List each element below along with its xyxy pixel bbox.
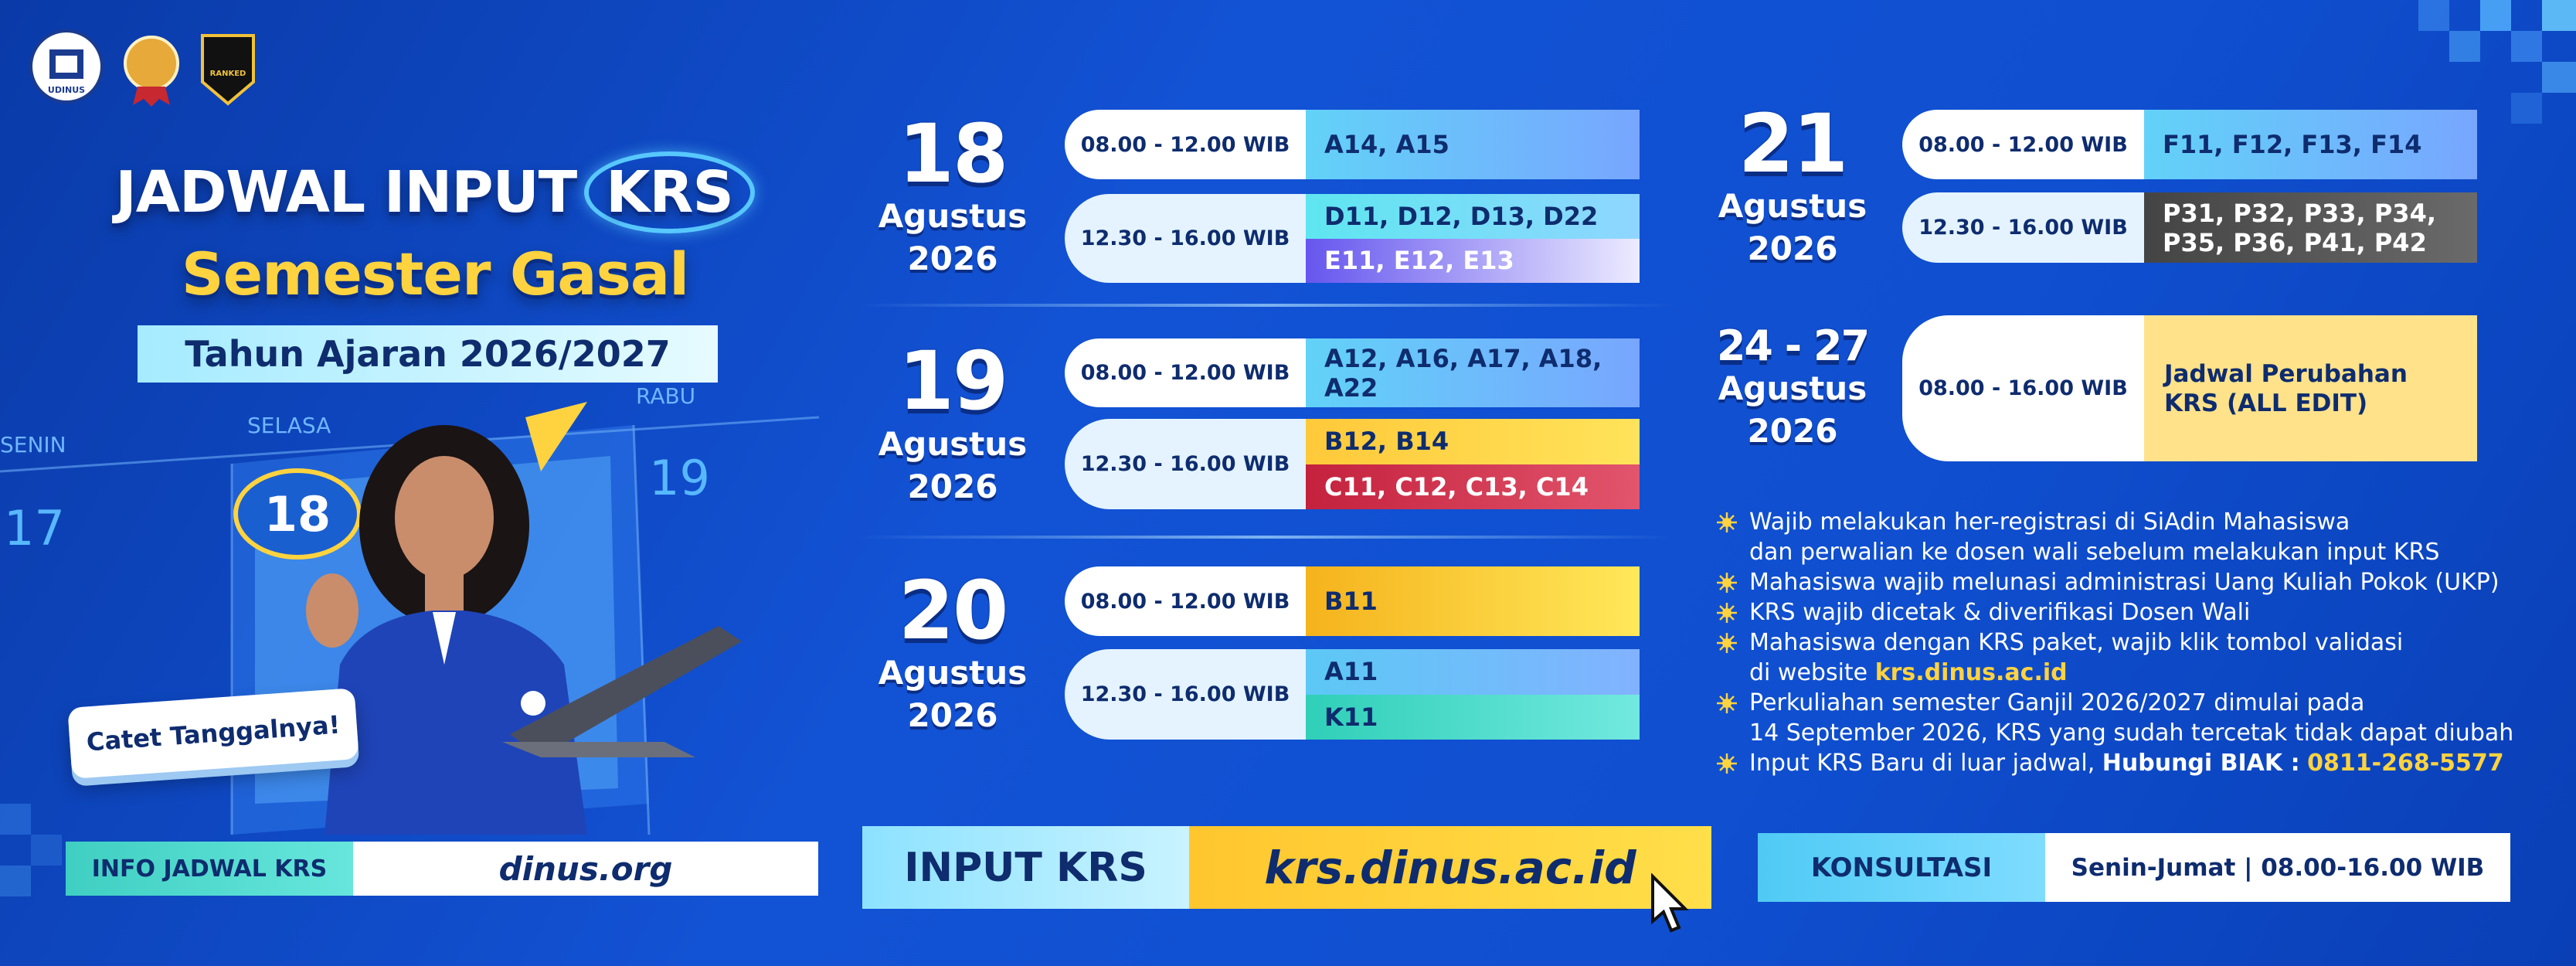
group-cell: B12, B14 bbox=[1306, 419, 1640, 464]
date-year: 2026 bbox=[907, 240, 998, 278]
date-year: 2026 bbox=[1747, 230, 1838, 268]
bullet bbox=[1717, 603, 1737, 623]
note-text: KRS wajib dicetak & diverifikasi Dosen W… bbox=[1749, 599, 2251, 626]
note-text: Mahasiswa wajib melunasi administrasi Ua… bbox=[1749, 569, 2500, 596]
date-month: Agustus bbox=[878, 197, 1028, 236]
separator bbox=[858, 536, 1677, 539]
date-month: Agustus bbox=[1718, 187, 1867, 226]
note-line: di website krs.dinus.ac.id bbox=[1749, 658, 2068, 688]
group-cell: A11 bbox=[1306, 649, 1640, 695]
note-text: Input KRS Baru di luar jadwal, bbox=[1749, 750, 2095, 777]
footer-label: INPUT KRS bbox=[862, 826, 1189, 909]
note-line: Wajib melakukan her-registrasi di SiAdin… bbox=[1749, 507, 2350, 537]
time-slot: 12.30 - 16.00 WIB bbox=[1065, 419, 1306, 509]
note-line: Perkuliahan semester Ganjil 2026/2027 di… bbox=[1749, 688, 2364, 718]
date-day: 19 bbox=[898, 334, 1009, 429]
group-cell: A12, A16, A17, A18, A22 bbox=[1306, 338, 1640, 407]
logo-text: RANKED bbox=[210, 70, 246, 78]
logo-text: UDINUS bbox=[48, 85, 85, 95]
note-line: 14 September 2026, KRS yang sudah tercet… bbox=[1749, 718, 2513, 748]
note-line: Mahasiswa dengan KRS paket, wajib klik t… bbox=[1749, 628, 2403, 658]
date-block: 18 Agustus 2026 bbox=[837, 110, 1069, 283]
date-month: Agustus bbox=[878, 424, 1028, 463]
footer-label: INFO JADWAL KRS bbox=[66, 842, 353, 896]
note-text: dan perwalian ke dosen wali sebelum mela… bbox=[1749, 539, 2440, 566]
calendar-date: 17 bbox=[4, 500, 65, 556]
time-slot: 12.30 - 16.00 WIB bbox=[1065, 649, 1306, 740]
note-line: Input KRS Baru di luar jadwal, Hubungi B… bbox=[1749, 748, 2504, 778]
date-day: 18 bbox=[898, 106, 1009, 201]
note-line: dan perwalian ke dosen wali sebelum mela… bbox=[1749, 537, 2439, 567]
note-contact: Hubungi BIAK : bbox=[2102, 750, 2300, 777]
footer-value: krs.dinus.ac.id bbox=[1189, 826, 1711, 909]
time-slot: 08.00 - 12.00 WIB bbox=[1065, 110, 1306, 179]
calendar-date: 18 bbox=[264, 486, 331, 543]
day-label: SENIN bbox=[0, 432, 66, 457]
note-line: Mahasiswa wajib melunasi administrasi Ua… bbox=[1749, 567, 2500, 597]
note-link: krs.dinus.ac.id bbox=[1874, 659, 2068, 686]
note-text: 14 September 2026, KRS yang sudah tercet… bbox=[1749, 719, 2514, 747]
group-cell: E11, E12, E13 bbox=[1306, 238, 1640, 283]
subtitle: Semester Gasal bbox=[181, 240, 689, 308]
day-label: RABU bbox=[636, 383, 695, 409]
time-slot: 12.30 - 16.00 WIB bbox=[1065, 194, 1306, 283]
group-cell: K11 bbox=[1306, 694, 1640, 740]
decor-squares bbox=[2418, 0, 2576, 124]
date-block: 20 Agustus 2026 bbox=[837, 566, 1069, 740]
date-day: 21 bbox=[1738, 96, 1849, 191]
time-slot: 08.00 - 12.00 WIB bbox=[1065, 566, 1306, 636]
title: JADWAL INPUT KRS bbox=[70, 151, 800, 233]
note-line: KRS wajib dicetak & diverifikasi Dosen W… bbox=[1749, 597, 2250, 628]
bullet bbox=[1717, 573, 1737, 593]
bullet bbox=[1717, 753, 1737, 774]
separator bbox=[858, 304, 1677, 307]
academic-year: Tahun Ajaran 2026/2027 bbox=[138, 325, 718, 383]
cursor-icon bbox=[1651, 873, 1689, 933]
calendar-date: 19 bbox=[649, 450, 710, 506]
title-highlight: KRS bbox=[584, 151, 755, 233]
bullet bbox=[1717, 512, 1737, 532]
date-block: 24 - 27 Agustus 2026 bbox=[1677, 315, 1908, 461]
decor-squares bbox=[0, 804, 62, 896]
note-phone: 0811-268-5577 bbox=[2307, 750, 2504, 777]
group-cell: P31, P32, P33, P34, P35, P36, P41, P42 bbox=[2144, 192, 2477, 263]
footer-value: dinus.org bbox=[353, 842, 818, 896]
date-year: 2026 bbox=[907, 696, 998, 735]
note-text: di website bbox=[1749, 659, 1868, 686]
group-cell: F11, F12, F13, F14 bbox=[2144, 110, 2477, 179]
date-year: 2026 bbox=[1747, 412, 1838, 451]
group-cell: B11 bbox=[1306, 566, 1640, 636]
date-block: 19 Agustus 2026 bbox=[837, 338, 1069, 509]
footer-label: KONSULTASI bbox=[1758, 833, 2045, 902]
date-block: 21 Agustus 2026 bbox=[1677, 103, 1908, 267]
time-slot: 08.00 - 12.00 WIB bbox=[1902, 110, 2144, 179]
group-cell: Jadwal Perubahan KRS (ALL EDIT) bbox=[2144, 315, 2477, 461]
group-cell: D11, D12, D13, D22 bbox=[1306, 194, 1640, 239]
time-slot: 08.00 - 12.00 WIB bbox=[1065, 338, 1306, 407]
date-day: 24 - 27 bbox=[1716, 321, 1870, 370]
date-month: Agustus bbox=[878, 654, 1028, 692]
footer-value: Senin-Jumat | 08.00-16.00 WIB bbox=[2045, 833, 2510, 902]
date-day: 20 bbox=[898, 563, 1009, 658]
time-slot: 08.00 - 16.00 WIB bbox=[1902, 315, 2144, 461]
group-cell: A14, A15 bbox=[1306, 110, 1640, 179]
note-text: Mahasiswa dengan KRS paket, wajib klik t… bbox=[1749, 629, 2404, 656]
day-label: SELASA bbox=[247, 413, 331, 438]
bullet bbox=[1717, 693, 1737, 713]
date-month: Agustus bbox=[1718, 369, 1867, 408]
time-slot: 12.30 - 16.00 WIB bbox=[1902, 192, 2144, 263]
note-text: Wajib melakukan her-registrasi di SiAdin… bbox=[1749, 509, 2350, 536]
note-text: Perkuliahan semester Ganjil 2026/2027 di… bbox=[1749, 689, 2365, 716]
group-cell: C11, C12, C13, C14 bbox=[1306, 464, 1640, 509]
title-text: JADWAL INPUT bbox=[115, 159, 577, 226]
date-year: 2026 bbox=[907, 467, 998, 505]
logos: UDINUS RANKED bbox=[29, 29, 255, 107]
bullet bbox=[1717, 633, 1737, 653]
